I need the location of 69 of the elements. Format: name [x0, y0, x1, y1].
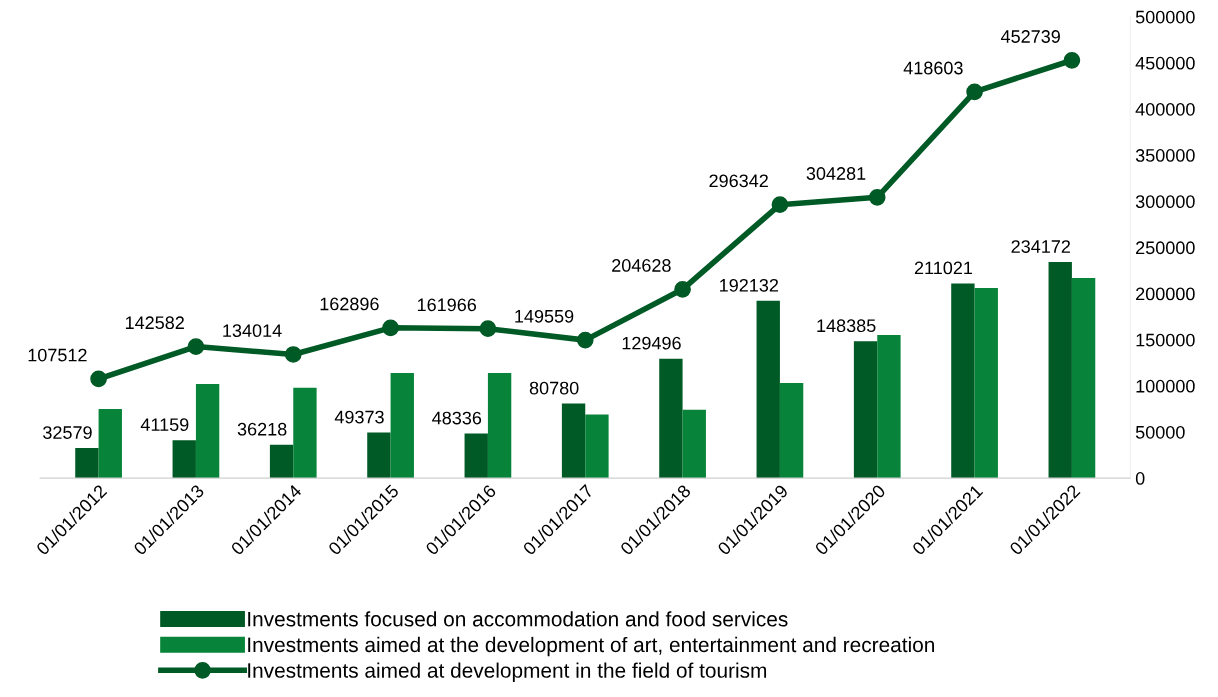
data-label: 211021: [914, 261, 973, 275]
bar: [269, 444, 294, 479]
bar: [172, 440, 196, 479]
bar: [951, 283, 975, 479]
data-label: 149559: [515, 309, 574, 323]
data-label: 32579: [43, 426, 92, 439]
point: [771, 196, 789, 214]
data-label: 49373: [334, 410, 384, 424]
data-label: 161966: [417, 298, 477, 312]
data-label: 418603: [903, 61, 963, 75]
y-tick-label: 250000: [1136, 241, 1195, 255]
bar: [682, 409, 706, 479]
data-label: 452739: [1000, 30, 1060, 43]
bar: [464, 433, 488, 479]
point: [1063, 52, 1081, 69]
bar: [1071, 277, 1096, 479]
data-label: 204628: [612, 259, 671, 272]
bar: [756, 300, 780, 479]
legend-label: Investments aimed at the development of art, entertainment and recreation: [248, 636, 935, 657]
point: [868, 189, 886, 206]
bar: [367, 432, 391, 479]
y-tick-label: 150000: [1136, 333, 1195, 347]
y-tick-label: 450000: [1135, 56, 1195, 70]
point: [479, 320, 497, 338]
point: [284, 346, 302, 363]
bar: [561, 403, 586, 479]
point: [187, 338, 205, 355]
bar: [659, 358, 683, 479]
data-label: 48336: [432, 411, 482, 425]
point: [382, 319, 399, 337]
point: [966, 83, 983, 101]
data-label: 304281: [806, 167, 866, 180]
bar: [98, 408, 122, 479]
bar: [585, 414, 609, 479]
y-tick-label: 300000: [1135, 195, 1195, 209]
bar: [75, 448, 99, 479]
data-label: 80780: [529, 381, 579, 395]
point: [674, 280, 691, 298]
y-tick-label: 200000: [1136, 287, 1195, 301]
bar: [293, 387, 317, 479]
y-tick-label: 500000: [1135, 10, 1195, 24]
bar: [487, 372, 512, 479]
y-tick-label: 0: [1135, 472, 1145, 485]
data-label: 296342: [709, 174, 768, 188]
bar: [877, 335, 901, 479]
point: [576, 331, 594, 349]
bar: [853, 341, 878, 479]
data-label: 134014: [223, 324, 282, 338]
bar: [390, 372, 414, 479]
point: [90, 370, 107, 388]
data-label: 162896: [320, 297, 379, 311]
data-label: 129496: [622, 336, 681, 350]
bar: [195, 384, 220, 479]
data-label: 41159: [140, 418, 189, 432]
data-label: 142582: [125, 316, 184, 330]
bar: [1048, 262, 1072, 479]
y-tick-label: 50000: [1135, 425, 1185, 439]
data-label: 36218: [237, 422, 287, 436]
y-tick-label: 350000: [1135, 149, 1195, 162]
data-label: 192132: [720, 278, 779, 292]
y-tick-label: 100000: [1136, 379, 1195, 393]
bar: [974, 288, 998, 479]
legend-label: Investments aimed at development in the field of tourism: [248, 662, 767, 682]
legend-label: Investments focused on accommodation and food services: [248, 611, 788, 627]
y-tick-label: 400000: [1135, 102, 1195, 116]
data-label: 234172: [1011, 240, 1070, 253]
data-label: 107512: [28, 348, 87, 362]
data-label: 148385: [817, 319, 876, 333]
bar: [779, 383, 804, 479]
